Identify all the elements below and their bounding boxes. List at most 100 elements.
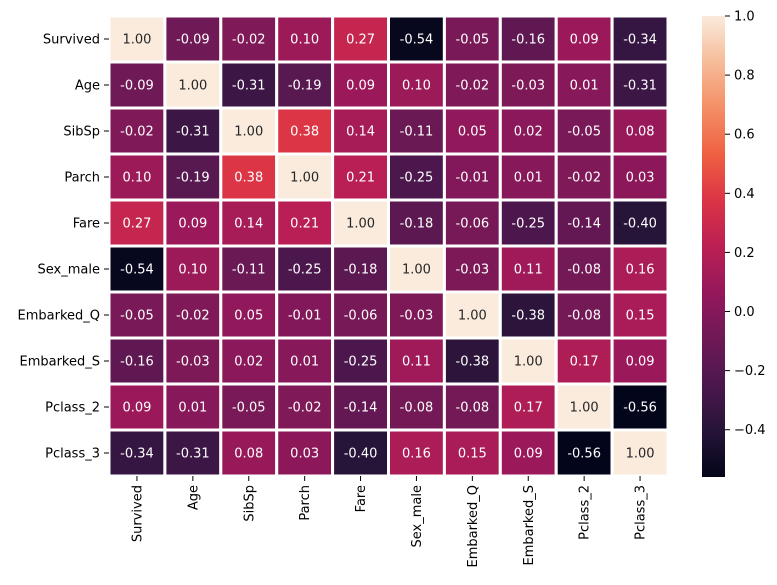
heatmap-cell <box>442 428 502 478</box>
cell-value-label: -0.25 <box>344 355 378 370</box>
cell-value-label: -0.25 <box>400 171 434 186</box>
cell-value-label: -0.11 <box>232 263 266 278</box>
heatmap-cell <box>610 290 670 340</box>
cell-value-label: 0.09 <box>626 355 655 370</box>
y-tick-label: Sex_male <box>38 263 100 278</box>
cell-value-label: 0.16 <box>402 447 431 462</box>
heatmap-cell <box>387 60 446 110</box>
cell-value-label: 0.03 <box>626 171 655 186</box>
cell-value-label: -0.08 <box>567 309 601 324</box>
cell-value-label: -0.02 <box>288 401 322 416</box>
colorbar-tick-label: −0.4 <box>734 423 766 438</box>
cell-value-label: -0.05 <box>456 33 490 48</box>
heatmap-cell <box>554 244 614 294</box>
cell-value-label: 0.09 <box>570 33 599 48</box>
cell-value-label: 1.00 <box>402 263 431 278</box>
cell-value-label: 0.09 <box>122 401 151 416</box>
cell-value-label: 1.00 <box>570 401 599 416</box>
cell-value-label: -0.38 <box>456 355 490 370</box>
cell-value-label: 0.16 <box>626 263 655 278</box>
cell-value-label: -0.14 <box>344 401 378 416</box>
cell-value-label: -0.03 <box>511 79 545 94</box>
heatmap-cell <box>275 290 335 340</box>
cell-value-label: 0.02 <box>234 355 263 370</box>
cell-value-label: 1.00 <box>346 217 375 232</box>
cell-value-label: -0.34 <box>623 33 657 48</box>
heatmap-cell <box>442 336 502 386</box>
cell-value-label: 0.10 <box>290 33 319 48</box>
heatmap-cell <box>107 290 167 340</box>
cell-value-label: 0.10 <box>178 263 207 278</box>
cell-value-label: -0.02 <box>567 171 601 186</box>
cell-value-label: -0.18 <box>344 263 378 278</box>
cell-value-label: -0.56 <box>623 401 657 416</box>
heatmap-cell <box>498 428 558 478</box>
x-tick-label: Parch <box>298 485 313 521</box>
y-axis: Survived Age SibSp Parch Fare Sex_male Embarke… <box>18 33 109 462</box>
cell-value-label: -0.06 <box>456 217 490 232</box>
cell-value-label: 1.00 <box>514 355 543 370</box>
cell-value-label: 0.01 <box>514 171 543 186</box>
y-tick-label: Embarked_Q <box>18 309 101 324</box>
cell-value-label: -0.08 <box>400 401 434 416</box>
cell-value-label: -0.09 <box>120 79 154 94</box>
heatmap-cell <box>610 336 670 386</box>
x-tick-label: Age <box>186 485 201 510</box>
cell-value-label: 0.01 <box>178 401 207 416</box>
cell-value-label: 0.05 <box>234 309 263 324</box>
cell-value-label: 0.11 <box>402 355 431 370</box>
cell-value-label: 0.27 <box>346 33 375 48</box>
cell-value-label: 0.10 <box>402 79 431 94</box>
cell-value-label: 0.09 <box>178 217 207 232</box>
heatmap-cell <box>554 382 614 432</box>
cell-value-label: -0.05 <box>567 125 601 140</box>
cell-value-label: -0.06 <box>344 309 378 324</box>
cell-value-label: -0.25 <box>288 263 322 278</box>
heatmap-cell <box>554 428 614 478</box>
heatmap-cell <box>163 336 223 386</box>
y-tick-label: Parch <box>64 171 100 186</box>
cell-value-label: -0.16 <box>511 33 545 48</box>
x-tick-label: Pclass_3 <box>634 485 649 540</box>
colorbar-tick-label: 0.8 <box>734 69 755 84</box>
heatmap-cell <box>498 198 558 248</box>
y-tick-label: Pclass_2 <box>45 401 100 416</box>
cell-value-label: 1.00 <box>458 309 487 324</box>
cell-value-label: -0.11 <box>400 125 434 140</box>
cell-value-label: -0.31 <box>176 447 210 462</box>
heatmap-cell <box>610 106 670 156</box>
heatmap-cell <box>498 14 558 64</box>
cell-value-label: 0.11 <box>514 263 543 278</box>
cell-value-label: -0.31 <box>232 79 266 94</box>
heatmap-cell <box>387 428 446 478</box>
cell-value-label: 0.21 <box>346 171 375 186</box>
cell-value-label: 0.08 <box>234 447 263 462</box>
heatmap-cell <box>498 290 558 340</box>
x-tick-label: Survived <box>130 485 145 542</box>
cell-value-label: -0.19 <box>288 79 322 94</box>
cell-value-label: -0.08 <box>456 401 490 416</box>
cell-value-label: 0.27 <box>122 217 151 232</box>
y-tick-label: Age <box>75 79 100 94</box>
cell-value-label: 0.08 <box>626 125 655 140</box>
cell-value-label: 0.09 <box>346 79 375 94</box>
x-tick-label: SibSp <box>242 485 257 522</box>
cell-value-label: 0.14 <box>346 125 375 140</box>
heatmap-grid: 1.00 -0.09 -0.02 0.10 0.27 -0.54 -0.05 -0.16 0.0… <box>107 14 670 478</box>
y-tick-label: SibSp <box>63 125 100 140</box>
cell-value-label: 0.15 <box>458 447 487 462</box>
x-tick-label: Embarked_Q <box>466 485 481 568</box>
heatmap-cell <box>163 382 223 432</box>
cell-value-label: -0.38 <box>511 309 545 324</box>
heatmap-cell <box>442 106 502 156</box>
x-tick-label: Pclass_2 <box>578 485 593 540</box>
cell-value-label: -0.56 <box>567 447 601 462</box>
cell-value-label: -0.16 <box>120 355 154 370</box>
y-tick-label: Survived <box>43 33 100 48</box>
cell-value-label: -0.14 <box>567 217 601 232</box>
heatmap-cell <box>107 152 167 202</box>
colorbar: 1.0 0.8 0.6 0.4 0.2 0.0 −0.2 −0.4 <box>702 10 766 477</box>
heatmap-cell <box>219 106 279 156</box>
cell-value-label: 0.09 <box>514 447 543 462</box>
